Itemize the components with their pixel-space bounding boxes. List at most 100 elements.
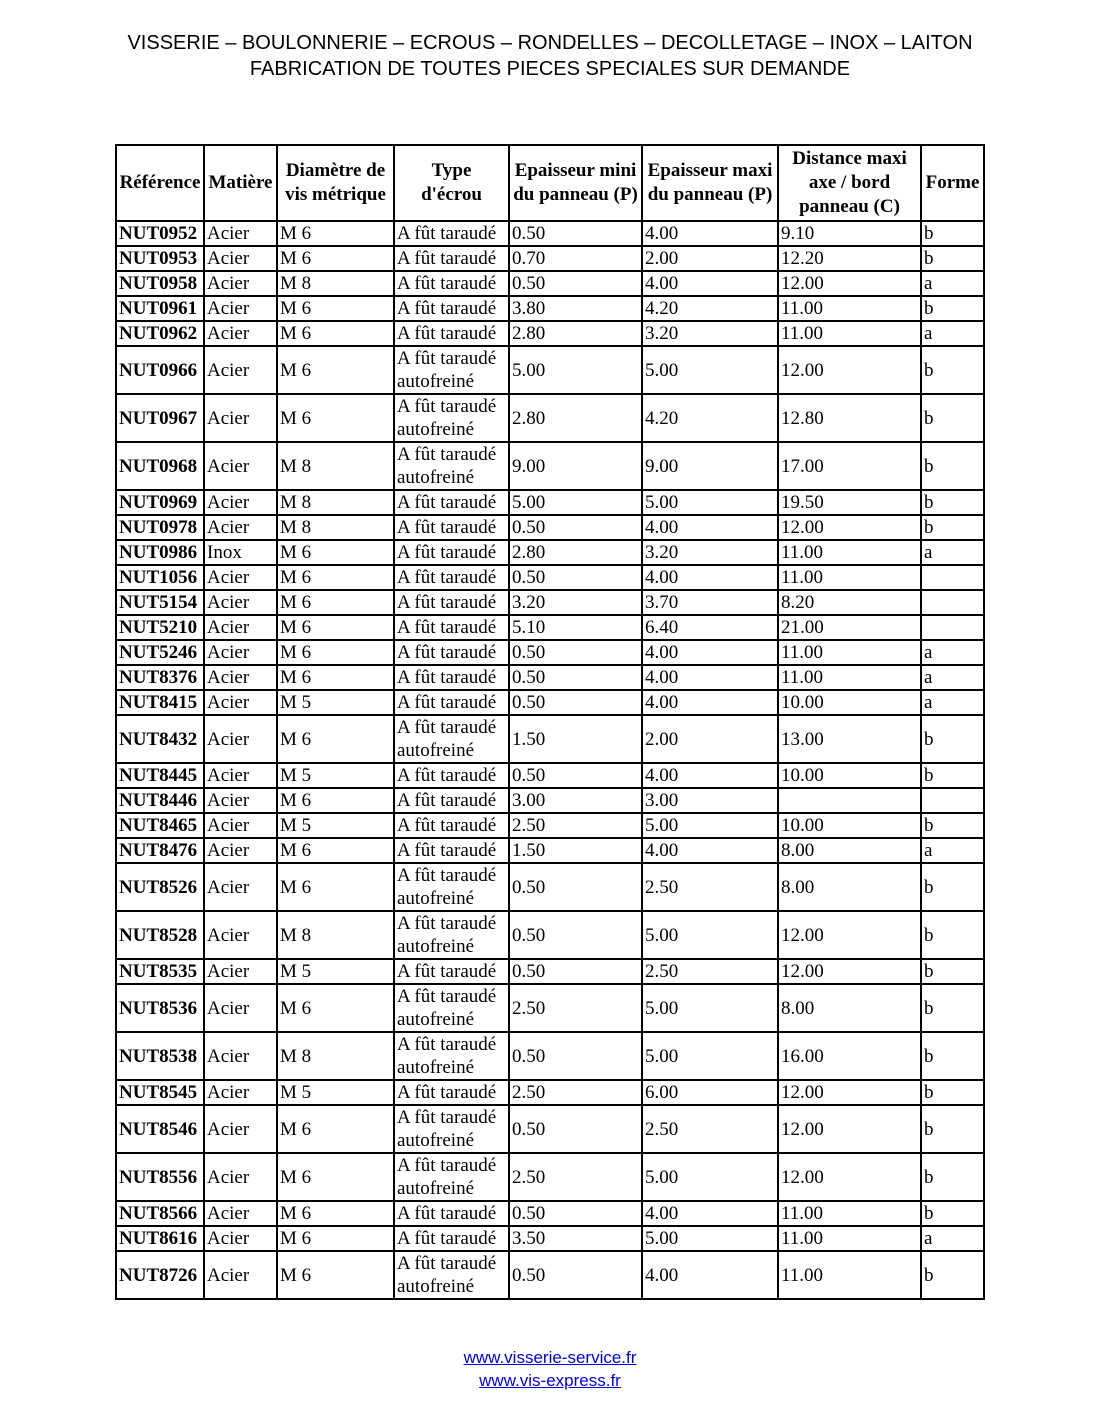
- cell-diametre: M 8: [276, 270, 395, 297]
- cell-forme: a: [920, 837, 985, 864]
- cell-forme: b: [920, 393, 985, 443]
- cell-epaisseur-maxi: 9.00: [641, 441, 779, 491]
- cell-type-ecrou: A fût taraudé autofreiné: [393, 1250, 510, 1300]
- table-row: NUT0967 Acier M 6 A fût taraudé autofrei…: [115, 393, 985, 443]
- cell-diametre: M 6: [276, 1250, 395, 1300]
- table-row: NUT8616 Acier M 6 A fût taraudé 3.50 5.0…: [115, 1225, 985, 1252]
- cell-type-ecrou: A fût taraudé autofreiné: [393, 345, 510, 395]
- cell-reference: NUT8556: [115, 1152, 205, 1202]
- cell-distance-maxi: 8.20: [777, 589, 922, 616]
- cell-type-ecrou: A fût taraudé: [393, 958, 510, 985]
- cell-matiere: Acier: [203, 1079, 278, 1106]
- cell-distance-maxi: 11.00: [777, 320, 922, 347]
- cell-matiere: Acier: [203, 958, 278, 985]
- cell-diametre: M 5: [276, 1079, 395, 1106]
- table-row: NUT8566 Acier M 6 A fût taraudé 0.50 4.0…: [115, 1200, 985, 1227]
- table-row: NUT8445 Acier M 5 A fût taraudé 0.50 4.0…: [115, 762, 985, 789]
- table-row: NUT0978 Acier M 8 A fût taraudé 0.50 4.0…: [115, 514, 985, 541]
- cell-epaisseur-maxi: 4.00: [641, 514, 779, 541]
- table-row: NUT8526 Acier M 6 A fût taraudé autofrei…: [115, 862, 985, 912]
- cell-reference: NUT8465: [115, 812, 205, 839]
- vis-express-link[interactable]: www.vis-express.fr: [479, 1371, 621, 1390]
- table-row: NUT5154 Acier M 6 A fût taraudé 3.20 3.7…: [115, 589, 985, 616]
- cell-diametre: M 8: [276, 514, 395, 541]
- header-line-2: FABRICATION DE TOUTES PIECES SPECIALES S…: [249, 58, 851, 80]
- table-row: NUT8726 Acier M 6 A fût taraudé autofrei…: [115, 1250, 985, 1300]
- cell-epaisseur-maxi: 4.00: [641, 762, 779, 789]
- cell-epaisseur-maxi: 3.70: [641, 589, 779, 616]
- table-row: NUT8476 Acier M 6 A fût taraudé 1.50 4.0…: [115, 837, 985, 864]
- cell-type-ecrou: A fût taraudé: [393, 1200, 510, 1227]
- cell-epaisseur-maxi: 2.50: [641, 958, 779, 985]
- cell-epaisseur-maxi: 2.50: [641, 1104, 779, 1154]
- cell-type-ecrou: A fût taraudé autofreiné: [393, 1104, 510, 1154]
- table-row: NUT0958 Acier M 8 A fût taraudé 0.50 4.0…: [115, 270, 985, 297]
- cell-epaisseur-mini: 0.50: [508, 910, 643, 960]
- cell-distance-maxi: 10.00: [777, 689, 922, 716]
- cell-distance-maxi: 8.00: [777, 862, 922, 912]
- cell-diametre: M 6: [276, 564, 395, 591]
- cell-matiere: Acier: [203, 1225, 278, 1252]
- cell-distance-maxi: 17.00: [777, 441, 922, 491]
- cell-diametre: M 6: [276, 1225, 395, 1252]
- table-row: NUT5246 Acier M 6 A fût taraudé 0.50 4.0…: [115, 639, 985, 666]
- cell-forme: b: [920, 1152, 985, 1202]
- cell-forme: b: [920, 1200, 985, 1227]
- cell-distance-maxi: 11.00: [777, 1225, 922, 1252]
- cell-matiere: Acier: [203, 1152, 278, 1202]
- cell-type-ecrou: A fût taraudé autofreiné: [393, 441, 510, 491]
- cell-diametre: M 6: [276, 1152, 395, 1202]
- cell-reference: NUT0968: [115, 441, 205, 491]
- cell-reference: NUT8538: [115, 1031, 205, 1081]
- cell-matiere: Acier: [203, 564, 278, 591]
- cell-distance-maxi: 11.00: [777, 539, 922, 566]
- cell-type-ecrou: A fût taraudé: [393, 295, 510, 322]
- cell-matiere: Acier: [203, 589, 278, 616]
- table-row: NUT1056 Acier M 6 A fût taraudé 0.50 4.0…: [115, 564, 985, 591]
- cell-distance-maxi: 16.00: [777, 1031, 922, 1081]
- cell-type-ecrou: A fût taraudé: [393, 787, 510, 814]
- cell-diametre: M 6: [276, 614, 395, 641]
- cell-forme: [920, 614, 985, 641]
- cell-matiere: Acier: [203, 489, 278, 516]
- cell-reference: NUT8415: [115, 689, 205, 716]
- cell-distance-maxi: 21.00: [777, 614, 922, 641]
- table-row: NUT8376 Acier M 6 A fût taraudé 0.50 4.0…: [115, 664, 985, 691]
- cell-epaisseur-maxi: 5.00: [641, 345, 779, 395]
- cell-epaisseur-mini: 2.50: [508, 1079, 643, 1106]
- cell-epaisseur-mini: 5.00: [508, 489, 643, 516]
- cell-epaisseur-maxi: 5.00: [641, 1225, 779, 1252]
- cell-matiere: Acier: [203, 320, 278, 347]
- cell-diametre: M 5: [276, 689, 395, 716]
- cell-epaisseur-mini: 1.50: [508, 837, 643, 864]
- cell-type-ecrou: A fût taraudé: [393, 489, 510, 516]
- cell-diametre: M 6: [276, 345, 395, 395]
- cell-epaisseur-maxi: 5.00: [641, 910, 779, 960]
- cell-epaisseur-maxi: 5.00: [641, 1152, 779, 1202]
- cell-forme: [920, 564, 985, 591]
- page-header: VISSERIE – BOULONNERIE – ECROUS – RONDEL…: [0, 0, 1100, 82]
- cell-epaisseur-mini: 2.50: [508, 983, 643, 1033]
- cell-distance-maxi: 12.00: [777, 514, 922, 541]
- cell-epaisseur-maxi: 4.00: [641, 689, 779, 716]
- cell-forme: b: [920, 489, 985, 516]
- cell-distance-maxi: 11.00: [777, 1250, 922, 1300]
- cell-reference: NUT0986: [115, 539, 205, 566]
- cell-type-ecrou: A fût taraudé: [393, 812, 510, 839]
- parts-table: Référence Matière Diamètre de vis métriq…: [115, 144, 985, 1300]
- cell-epaisseur-maxi: 2.00: [641, 245, 779, 272]
- cell-epaisseur-mini: 0.50: [508, 958, 643, 985]
- cell-epaisseur-mini: 2.50: [508, 812, 643, 839]
- cell-distance-maxi: 10.00: [777, 762, 922, 789]
- cell-matiere: Acier: [203, 245, 278, 272]
- cell-type-ecrou: A fût taraudé: [393, 220, 510, 247]
- cell-diametre: M 6: [276, 1104, 395, 1154]
- cell-reference: NUT0978: [115, 514, 205, 541]
- cell-distance-maxi: 12.00: [777, 1152, 922, 1202]
- visserie-service-link[interactable]: www.visserie-service.fr: [463, 1348, 637, 1367]
- cell-forme: a: [920, 664, 985, 691]
- cell-forme: [920, 787, 985, 814]
- cell-epaisseur-mini: 2.50: [508, 1152, 643, 1202]
- cell-forme: b: [920, 983, 985, 1033]
- cell-forme: b: [920, 958, 985, 985]
